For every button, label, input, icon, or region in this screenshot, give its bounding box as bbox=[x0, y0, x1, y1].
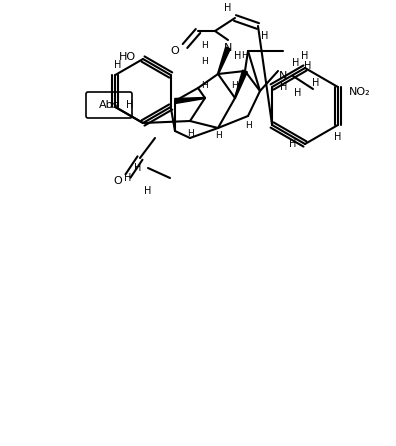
Text: H: H bbox=[126, 100, 133, 110]
Text: H: H bbox=[301, 51, 309, 61]
Polygon shape bbox=[217, 47, 230, 74]
Text: H: H bbox=[202, 82, 208, 91]
FancyBboxPatch shape bbox=[86, 92, 132, 118]
Text: O: O bbox=[171, 46, 179, 56]
Text: H: H bbox=[224, 3, 232, 13]
Text: H: H bbox=[124, 173, 132, 183]
Text: Abs: Abs bbox=[99, 100, 119, 110]
Text: H: H bbox=[187, 128, 193, 137]
Text: N: N bbox=[224, 43, 232, 53]
Polygon shape bbox=[234, 70, 248, 98]
Text: H: H bbox=[202, 41, 208, 50]
Text: H: H bbox=[134, 163, 142, 173]
Text: H: H bbox=[232, 82, 238, 91]
Text: H: H bbox=[144, 186, 152, 196]
Text: H: H bbox=[294, 88, 302, 98]
Text: H: H bbox=[234, 51, 242, 61]
Text: NO₂: NO₂ bbox=[349, 87, 371, 97]
Text: H: H bbox=[202, 57, 208, 66]
Text: H: H bbox=[245, 121, 251, 131]
Text: H: H bbox=[289, 139, 297, 149]
Text: H: H bbox=[292, 58, 300, 68]
Text: H: H bbox=[312, 78, 320, 88]
Text: O: O bbox=[114, 176, 122, 186]
Text: HO: HO bbox=[118, 52, 135, 62]
Text: H: H bbox=[280, 82, 288, 92]
Polygon shape bbox=[175, 98, 205, 103]
Text: H: H bbox=[215, 132, 221, 140]
Text: H: H bbox=[261, 31, 269, 41]
Text: H: H bbox=[242, 51, 248, 61]
Text: H: H bbox=[304, 61, 312, 71]
Text: H: H bbox=[334, 132, 342, 142]
Text: H: H bbox=[114, 60, 121, 70]
Text: N: N bbox=[279, 71, 287, 81]
